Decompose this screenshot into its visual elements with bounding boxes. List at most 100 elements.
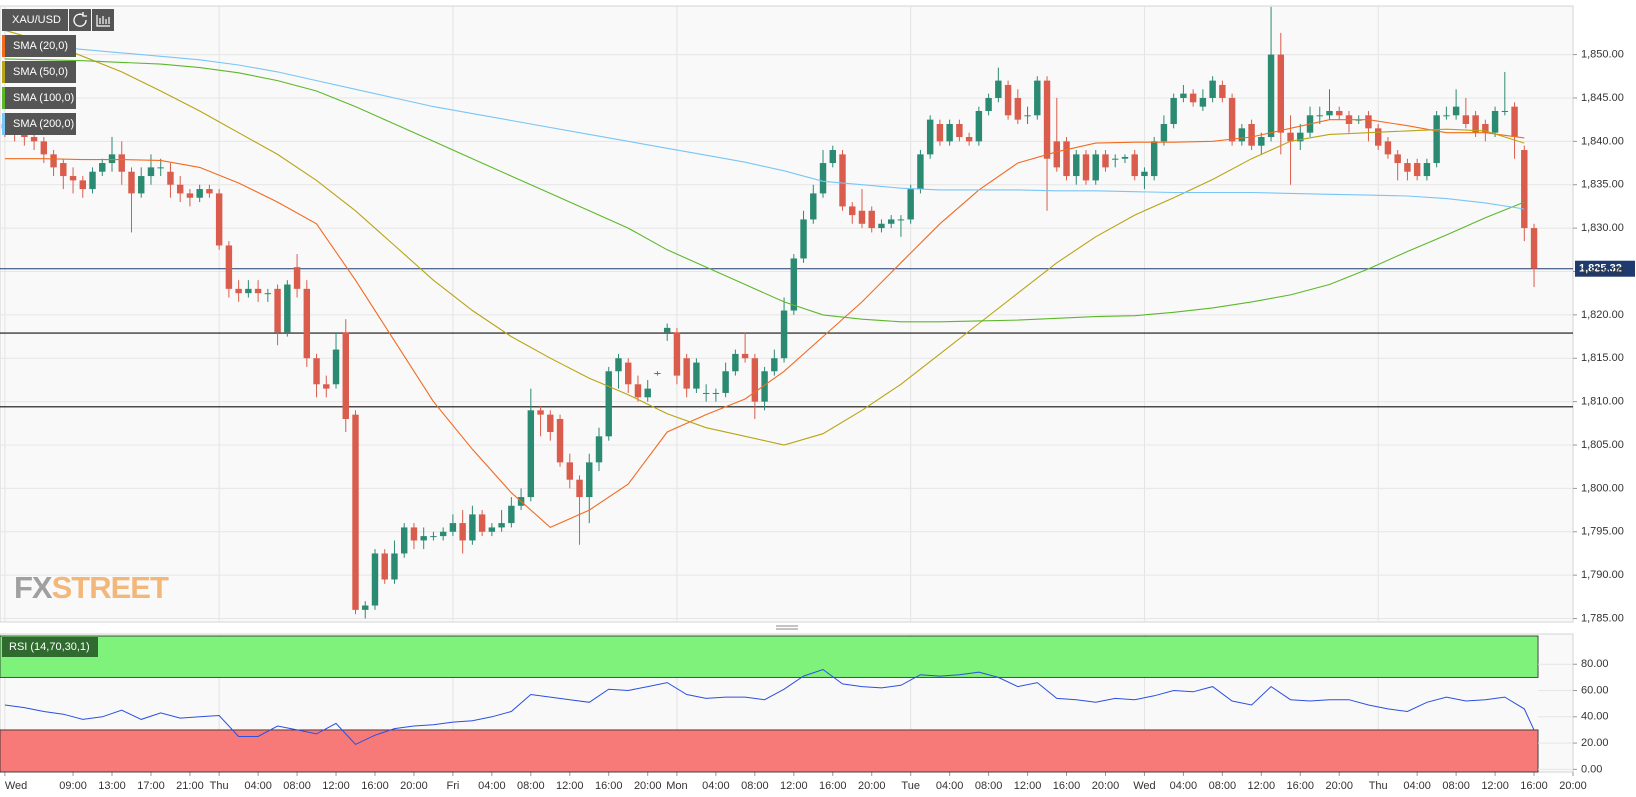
candle-body: [1452, 106, 1460, 116]
x-tick-label: 08:00: [1442, 780, 1470, 792]
legend-label: SMA (200,0): [13, 118, 74, 130]
candle-body: [352, 414, 359, 610]
candle-body: [342, 332, 349, 419]
legend-box[interactable]: [2, 87, 76, 109]
sma-line: [4, 58, 1525, 323]
candle-body: [196, 189, 203, 198]
candle-body: [878, 223, 885, 229]
candle-body: [702, 392, 710, 394]
candle-body: [1170, 97, 1177, 124]
x-tick-label: 16:00: [595, 780, 623, 792]
candle-body: [1024, 115, 1031, 117]
y-tick-label: 1,795.00: [1581, 526, 1624, 538]
x-tick-label: Tue: [901, 780, 920, 792]
candle-body: [313, 358, 320, 385]
candle-body: [1365, 115, 1372, 129]
x-tick-label: 16:00: [361, 780, 389, 792]
candle-body: [1277, 54, 1285, 133]
x-tick-label: Thu: [1369, 780, 1388, 792]
symbol: XAU/USD: [12, 14, 61, 26]
last-price-box: [1575, 260, 1635, 277]
candle-body: [819, 163, 827, 194]
candle-body: [566, 462, 574, 480]
candle-body: [1423, 163, 1431, 177]
y-tick-label: 1,835.00: [1581, 179, 1624, 191]
watermark: FXSTREET: [14, 570, 169, 605]
symbol-box[interactable]: [2, 9, 68, 31]
candle-body: [362, 605, 369, 610]
x-tick-label: 12:00: [1248, 780, 1276, 792]
candle-body: [858, 210, 866, 224]
candle-body: [926, 119, 934, 155]
legend-box[interactable]: [2, 61, 76, 83]
candle-body: [663, 327, 671, 333]
refresh-icon: [73, 12, 87, 27]
x-tick-label: 20:00: [1559, 780, 1587, 792]
candle-body: [400, 527, 408, 554]
x-tick-label: 16:00: [1053, 780, 1081, 792]
candle-body: [547, 414, 554, 432]
candle-body: [235, 288, 242, 294]
x-tick-label: 12:00: [1014, 780, 1042, 792]
candle-body: [780, 310, 788, 359]
candle-body: [732, 353, 739, 372]
candle-body: [1082, 154, 1090, 181]
legend-box[interactable]: [2, 113, 76, 135]
candle-body: [1180, 93, 1187, 98]
candle-body: [1413, 163, 1421, 177]
candle-body: [371, 553, 379, 606]
settings-icon: [96, 15, 110, 27]
x-tick-label: 20:00: [858, 780, 886, 792]
sma-line: [4, 119, 1525, 529]
candle-body: [99, 163, 106, 172]
candle-body: [887, 219, 895, 224]
candle-body: [771, 358, 778, 372]
candle-body: [274, 288, 281, 333]
candle-body: [303, 288, 311, 359]
y-tick-label: 1,815.00: [1581, 352, 1624, 364]
candle-body: [615, 358, 622, 372]
candle-body: [1316, 115, 1323, 117]
candle-body: [985, 97, 992, 111]
candle-body: [478, 514, 486, 532]
candle-body: [108, 154, 116, 164]
candle-body: [1209, 80, 1216, 98]
candle-body: [410, 527, 418, 541]
x-tick-label: 04:00: [1170, 780, 1198, 792]
candle-body: [1501, 110, 1509, 112]
y-tick-label: 1,840.00: [1581, 135, 1624, 147]
panel-resize-handle[interactable]: [776, 625, 798, 630]
candle-body: [30, 137, 38, 142]
refresh-button[interactable]: [69, 9, 91, 31]
x-tick-label: Fri: [446, 780, 459, 792]
y-tick-label: 1,820.00: [1581, 309, 1624, 321]
candle-body: [654, 372, 661, 374]
rsi-title: RSI (14,70,30,1): [9, 641, 90, 653]
candle-body: [644, 388, 651, 398]
candle-body: [381, 553, 388, 580]
candle-body: [1267, 54, 1275, 138]
candle-body: [849, 206, 856, 216]
candle-body: [1462, 115, 1470, 124]
y-tick-label: 1,790.00: [1581, 569, 1624, 581]
sma-line: [4, 29, 1525, 446]
candle-body: [527, 410, 535, 498]
oversold-band: [0, 729, 1539, 773]
candle-body: [936, 123, 944, 142]
candle-body: [595, 436, 603, 463]
candle-body: [790, 258, 798, 311]
x-tick-label: Mon: [666, 780, 687, 792]
candle-body: [69, 176, 77, 181]
candle-body: [1521, 150, 1528, 229]
candle-body: [907, 189, 914, 220]
candle-body: [1034, 80, 1041, 116]
candle-body: [576, 479, 583, 498]
legend-box[interactable]: [2, 35, 76, 57]
y-tick-label: 1,850.00: [1581, 48, 1624, 60]
candle-body: [206, 189, 213, 194]
indicator-lines: [4, 29, 1535, 746]
candle-body: [225, 245, 233, 289]
candle-body: [118, 154, 125, 172]
